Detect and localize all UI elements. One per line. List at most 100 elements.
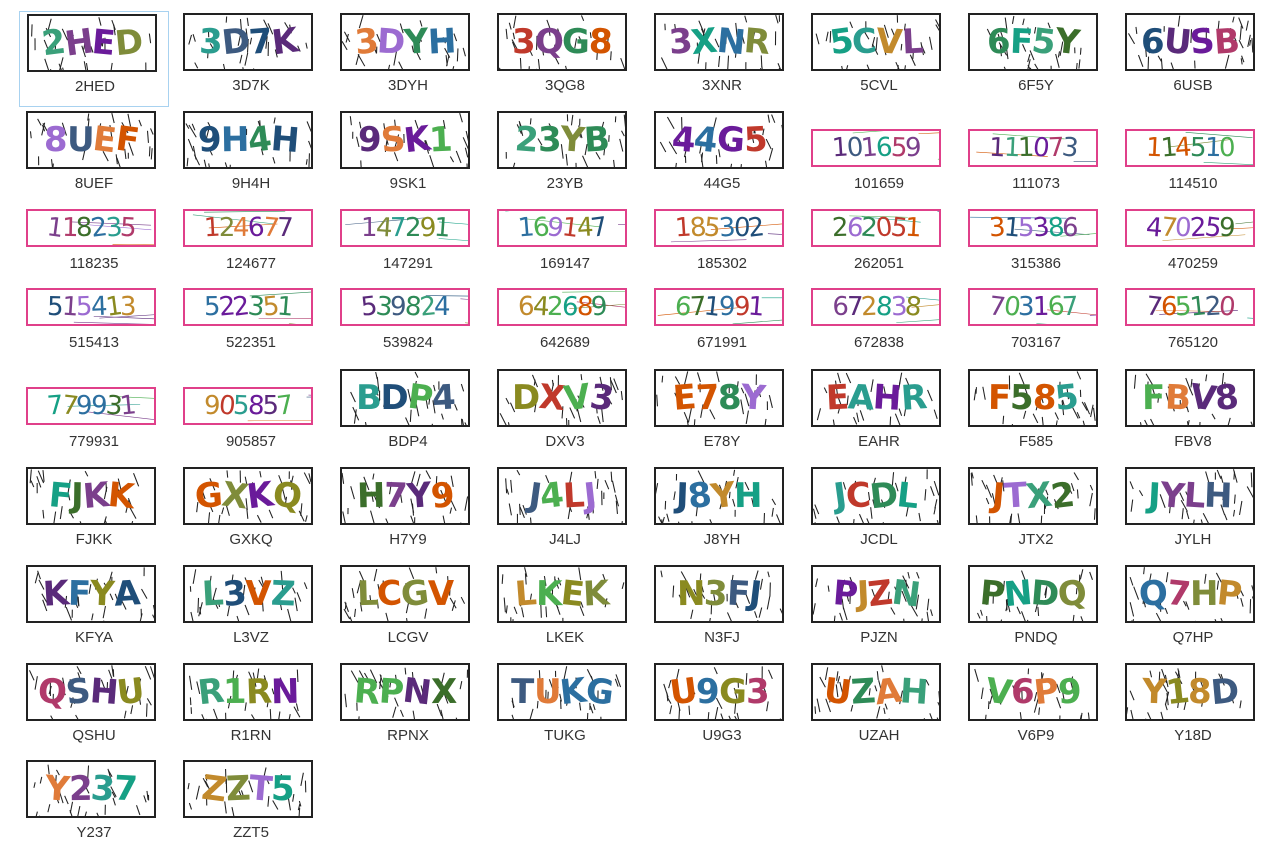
thumbnail-label: F585 <box>961 433 1111 450</box>
noise-line <box>1072 615 1074 621</box>
thumbnail-label: 671991 <box>647 334 797 351</box>
captcha-char: H <box>734 476 762 516</box>
captcha-image: RPNX <box>340 663 470 721</box>
noise-line <box>921 618 923 621</box>
captcha-char: 9 <box>197 120 221 161</box>
thumbnail-item[interactable]: RPNX RPNX <box>333 661 483 757</box>
captcha-char: N <box>715 21 746 63</box>
captcha-text: 118235 <box>28 213 154 243</box>
noise-line <box>306 515 308 521</box>
noise-line <box>195 63 198 69</box>
captcha-char: L <box>562 475 585 516</box>
captcha-text: 185302 <box>656 213 782 243</box>
captcha-image: ZZT5 <box>183 760 313 818</box>
captcha-char: B <box>1164 378 1191 419</box>
captcha-char: 6 <box>561 292 577 323</box>
captcha-char: 1 <box>433 213 450 244</box>
captcha-image: 124677 <box>183 209 313 247</box>
noise-line <box>358 716 359 719</box>
captcha-char: 5 <box>271 769 295 810</box>
captcha-char: C <box>851 21 877 62</box>
noise-line <box>51 716 55 719</box>
captcha-char: U <box>667 670 699 713</box>
captcha-char: 7 <box>1061 292 1077 323</box>
captcha-char: F <box>1142 378 1165 418</box>
noise-line <box>937 718 939 719</box>
thumbnail-label: 539824 <box>333 334 483 351</box>
noise-line <box>76 715 83 719</box>
thumbnail-label: E78Y <box>647 433 797 450</box>
captcha-text: 111073 <box>970 133 1096 163</box>
captcha-char: 5 <box>204 292 219 322</box>
noise-line <box>621 521 622 523</box>
captcha-char: F <box>68 574 91 614</box>
thumbnail-label: RPNX <box>333 727 483 744</box>
thumbnail-label: 779931 <box>19 433 169 450</box>
noise-line <box>765 419 766 425</box>
captcha-text: RPNX <box>342 672 468 712</box>
noise-line <box>904 619 905 621</box>
captcha-text: BDP4 <box>342 378 468 418</box>
noise-line <box>1056 420 1057 425</box>
captcha-text: 9H4H <box>185 120 311 160</box>
captcha-char: 9 <box>390 292 405 322</box>
captcha-char: 5 <box>1018 213 1033 243</box>
captcha-char: 5 <box>119 213 135 244</box>
captcha-image: Y237 <box>26 760 156 818</box>
captcha-char: H <box>269 119 300 161</box>
thumbnail-label: UZAH <box>804 727 954 744</box>
captcha-char: 4 <box>434 292 449 322</box>
captcha-char: G <box>718 672 746 713</box>
captcha-char: N <box>270 672 298 713</box>
